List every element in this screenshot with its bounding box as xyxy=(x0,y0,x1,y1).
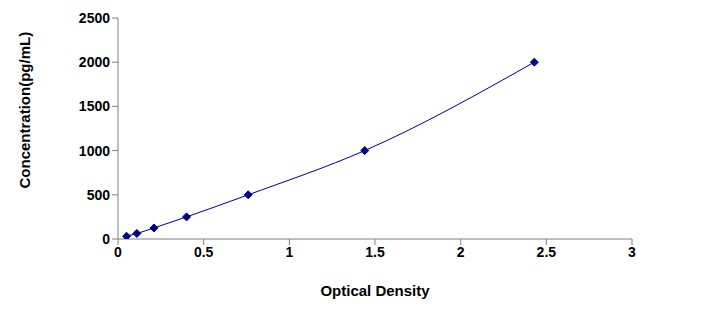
svg-text:3: 3 xyxy=(628,244,636,260)
svg-text:1000: 1000 xyxy=(79,143,110,159)
svg-text:2500: 2500 xyxy=(79,10,110,26)
svg-text:1: 1 xyxy=(285,244,293,260)
svg-text:Optical Density: Optical Density xyxy=(320,282,430,299)
svg-text:Concentration(pg/mL): Concentration(pg/mL) xyxy=(16,32,33,189)
svg-text:1.5: 1.5 xyxy=(365,244,385,260)
svg-text:2.5: 2.5 xyxy=(537,244,557,260)
svg-text:2: 2 xyxy=(457,244,465,260)
svg-text:500: 500 xyxy=(87,187,111,203)
svg-text:0: 0 xyxy=(114,244,122,260)
svg-text:2000: 2000 xyxy=(79,54,110,70)
svg-text:0.5: 0.5 xyxy=(194,244,214,260)
svg-text:0: 0 xyxy=(102,231,110,247)
svg-text:1500: 1500 xyxy=(79,98,110,114)
